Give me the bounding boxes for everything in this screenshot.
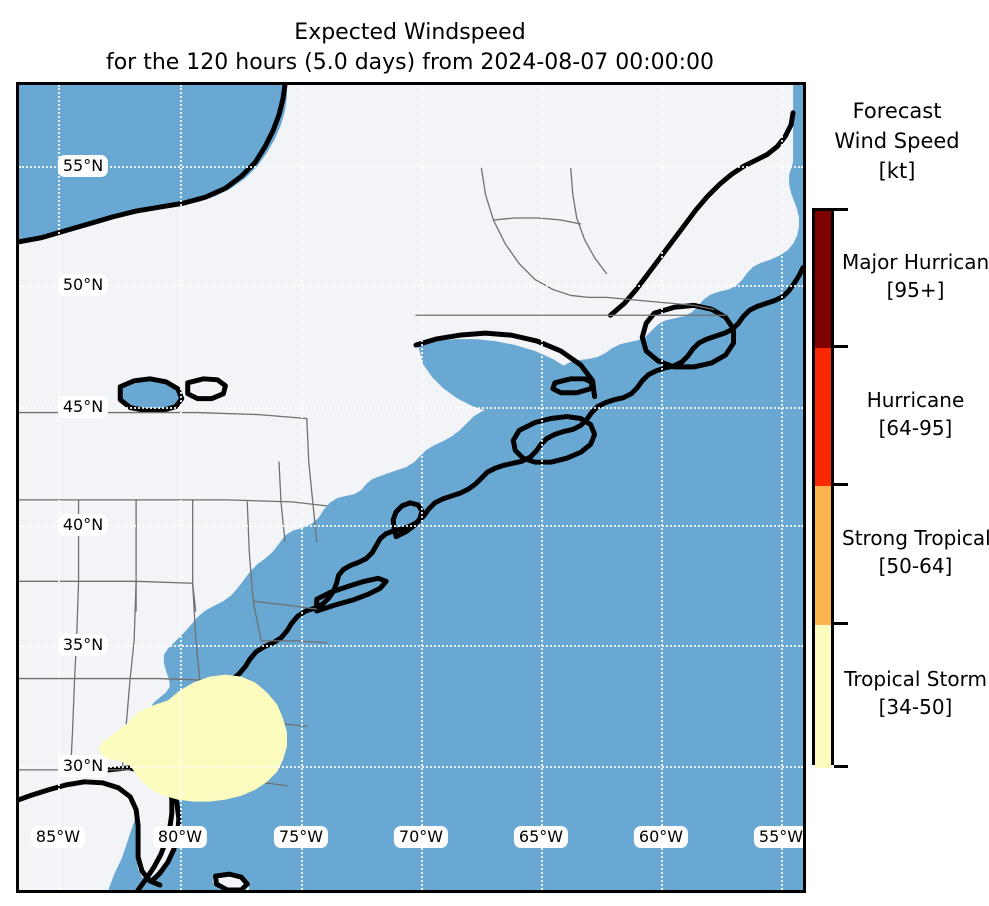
great-lakes (118, 377, 183, 410)
colorbar-segment-hurricane[interactable] (815, 348, 831, 486)
lon-tick-label-75: 75°W (273, 826, 329, 848)
hudson-bay-inlet (19, 85, 287, 244)
map-canvas[interactable]: 55°N 50°N 45°N 40°N 35°N 30°N 85°W 80°W … (16, 82, 806, 893)
cat-name-tropical-storm: Tropical Storm (844, 667, 987, 691)
cat-name-hurricane: Hurricane (866, 388, 965, 412)
lon-tick-label-60: 60°W (633, 826, 689, 848)
forecast-region-tropical-storm (98, 674, 287, 802)
gulf-of-st-lawrence (417, 339, 587, 419)
colorbar-tick-95 (834, 345, 848, 348)
colorbar-tick-64 (834, 483, 848, 486)
colorbar-legend: Forecast Wind Speed [kt] Major Hurricane [9… (812, 82, 989, 893)
title-line-1: Expected Windspeed (294, 20, 526, 45)
lon-tick-label-80: 80°W (152, 826, 208, 848)
colorbar-tick-34 (834, 765, 848, 768)
colorbar-segment-major-hurricane[interactable] (815, 211, 831, 348)
colorbar-title: Forecast Wind Speed [kt] (812, 96, 982, 186)
colorbar-segment-strong-tropical-storm[interactable] (815, 486, 831, 625)
cat-range-major-hurricane: [95+] (886, 278, 945, 302)
cat-range-strong-tropical-storm: [50-64] (878, 554, 953, 578)
colorbar-segment-tropical-storm[interactable] (815, 625, 831, 768)
cat-range-tropical-storm: [34-50] (878, 695, 953, 719)
colorbar-label-strong-tropical-storm: Strong Tropical Storm [50-64] (842, 524, 989, 580)
lat-tick-label-40: 40°N (57, 514, 109, 536)
colorbar-label-major-hurricane: Major Hurricane [95+] (842, 248, 989, 304)
cat-range-hurricane: [64-95] (878, 416, 953, 440)
colorbar-tick-50 (834, 622, 848, 625)
lat-tick-label-55: 55°N (57, 155, 109, 177)
map-geography (19, 85, 803, 890)
landmass-newfoundland-labrador (314, 85, 794, 395)
cat-name-major-hurricane: Major Hurricane (842, 250, 989, 274)
colorbar-label-tropical-storm: Tropical Storm [34-50] (842, 665, 989, 721)
atlantic-ocean (138, 85, 803, 890)
lon-tick-label-70: 70°W (393, 826, 449, 848)
colorbar-title-line-1: Forecast (852, 99, 942, 123)
colorbar-title-line-2: Wind Speed (834, 129, 960, 153)
lat-tick-label-35: 35°N (57, 634, 109, 656)
page-title: Expected Windspeed for the 120 hours (5.0… (0, 18, 820, 78)
lon-tick-label-55: 55°W (753, 826, 803, 848)
colorbar-title-line-3: [kt] (878, 159, 916, 183)
title-line-2: for the 120 hours (5.0 days) from 2024-0… (105, 50, 715, 75)
lat-tick-label-50: 50°N (57, 274, 109, 296)
lon-tick-label-65: 65°W (513, 826, 569, 848)
lat-tick-label-30: 30°N (57, 755, 109, 777)
colorbar-gradient-bar[interactable] (812, 208, 834, 768)
lon-tick-label-85: 85°W (30, 826, 86, 848)
colorbar-tick-top (834, 208, 848, 211)
cat-name-strong-tropical-storm: Strong Tropical Storm (842, 526, 989, 550)
colorbar-label-hurricane: Hurricane [64-95] (842, 386, 989, 442)
lat-tick-label-45: 45°N (57, 396, 109, 418)
